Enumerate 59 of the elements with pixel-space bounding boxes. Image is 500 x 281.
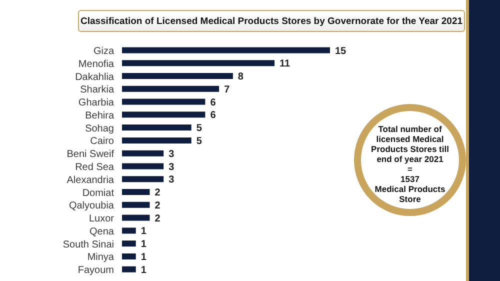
data-label: 5 [196, 123, 202, 134]
bar [122, 150, 164, 156]
text: = [406, 164, 414, 174]
data-label: 6 [210, 110, 216, 122]
y-tick-label: Domiat [82, 188, 114, 199]
bar [122, 202, 150, 208]
bar [122, 253, 136, 260]
data-label: 1 [140, 239, 147, 250]
y-tick-label: Qalyoubia [68, 200, 114, 212]
bar [122, 112, 206, 118]
bar [122, 86, 220, 92]
data-label: 3 [168, 174, 175, 186]
data-label: 5 [196, 136, 202, 147]
data-label: 2 [154, 213, 161, 224]
bar [122, 47, 330, 54]
data-label: 3 [168, 162, 175, 173]
text: 1537 [400, 174, 420, 184]
bar [122, 214, 150, 221]
data-label: 1 [140, 264, 147, 276]
bar [122, 124, 192, 131]
bar [122, 163, 164, 170]
y-tick-label: Alexandria [66, 174, 114, 186]
y-tick-label: Gharbia [78, 98, 114, 109]
y-tick-label: Sharkia [80, 84, 114, 96]
bar [122, 176, 164, 182]
y-tick-label: Luxor [88, 214, 115, 225]
data-label: 15 [335, 46, 347, 57]
y-tick-label: Behira [85, 110, 114, 122]
bar [122, 228, 136, 234]
y-tick-label: Giza [93, 46, 114, 57]
chart-title: Classification of Licensed Medical Products Stores by Governorate for the Year 2021 [80, 16, 463, 26]
bar [122, 266, 136, 272]
data-label: 2 [154, 200, 161, 212]
y-tick-label: Cairo [90, 136, 114, 148]
data-label: 2 [154, 188, 161, 199]
y-tick-label: Dakahlia [75, 72, 114, 83]
bar [122, 189, 150, 195]
data-label: 1 [140, 252, 147, 263]
y-tick-label: Red Sea [75, 162, 114, 173]
bar [122, 240, 136, 247]
data-label: 11 [280, 58, 291, 70]
data-label: 8 [238, 72, 244, 83]
text: Medical Products Store [374, 184, 446, 204]
y-tick-label: Sohag [85, 123, 114, 134]
bar [122, 98, 206, 105]
bar [122, 73, 233, 79]
y-tick-label: Menofia [78, 58, 114, 70]
y-tick-label: South Sinai [62, 239, 114, 250]
text: Total number of licensed Medical Products Stores till end of year 2021 [370, 124, 450, 164]
data-label: 6 [210, 97, 216, 108]
y-tick-label: Qena [90, 226, 114, 238]
y-tick-label: Beni Sweif [66, 149, 114, 160]
y-tick-label: Minya [87, 252, 114, 264]
y-tick-label: Fayoum [78, 265, 114, 276]
data-label: 3 [168, 148, 175, 160]
data-label: 1 [140, 226, 147, 238]
data-label: 7 [224, 84, 230, 96]
bar [122, 137, 192, 144]
bar [122, 60, 275, 66]
